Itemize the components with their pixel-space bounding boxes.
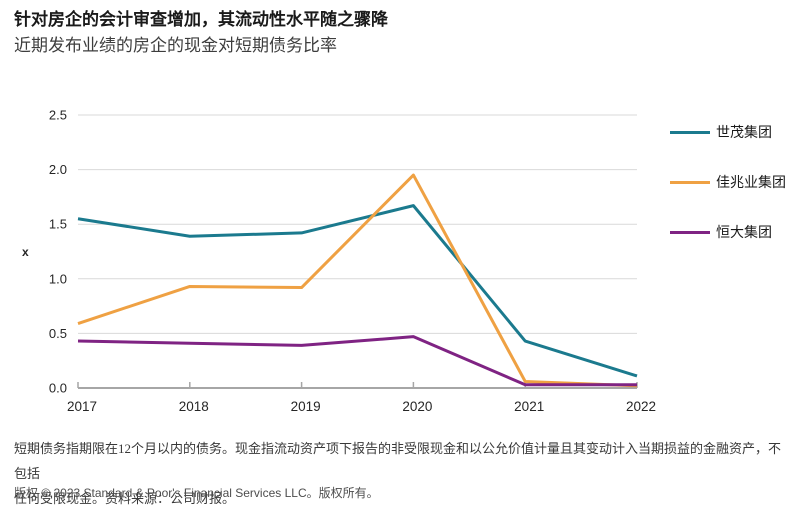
liquidity-line-chart: x 0.0 0.5 1.0 1.5 2.0 2.5 2017 2018 2019 2020 2021… <box>22 108 656 415</box>
legend-line-swatch <box>670 230 710 234</box>
legend-line-swatch <box>670 180 710 184</box>
legend-item-kaisa: 佳兆业集团 <box>670 172 798 192</box>
legend-label: 恒大集团 <box>716 224 772 240</box>
copyright: 版权 © 2023 Standard & Poor's Financial Se… <box>14 486 379 500</box>
legend-line-swatch <box>670 130 710 134</box>
legend-label: 佳兆业集团 <box>716 174 786 190</box>
series-line <box>77 204 638 378</box>
page-title: 针对房企的会计审查增加，其流动性水平随之骤降 <box>14 10 388 29</box>
y-tick-label: 2.0 <box>49 162 67 177</box>
x-tick-label: 2022 <box>626 399 656 414</box>
footnote-line: 短期债务指期限在12个月以内的债务。现金指流动资产项下报告的非受限现金和以公允价… <box>14 441 782 481</box>
series-line <box>77 173 638 388</box>
y-axis-label: x <box>22 245 29 259</box>
y-tick-label: 1.0 <box>49 271 67 286</box>
x-tick-label: 2020 <box>402 399 432 414</box>
legend-item-evergrande: 恒大集团 <box>670 222 798 242</box>
series-line <box>77 335 637 387</box>
y-tick-label: 0.0 <box>49 381 67 396</box>
y-tick-label: 0.5 <box>49 326 67 341</box>
legend-item-shimao: 世茂集团 <box>670 122 798 142</box>
x-tick-label: 2018 <box>179 399 209 414</box>
legend-label: 世茂集团 <box>716 124 772 140</box>
chart-subtitle: 近期发布业绩的房企的现金对短期债务比率 <box>14 36 337 55</box>
x-tick-label: 2019 <box>291 399 321 414</box>
y-tick-label: 2.5 <box>49 108 67 123</box>
footnote: 短期债务指期限在12个月以内的债务。现金指流动资产项下报告的非受限现金和以公允价… <box>14 436 792 511</box>
chart-area: x 0.0 0.5 1.0 1.5 2.0 2.5 2017 2018 2019 2020 2021… <box>0 90 800 430</box>
x-tick-label: 2021 <box>514 399 544 414</box>
chart-legend: 世茂集团 佳兆业集团 恒大集团 <box>670 122 798 272</box>
y-tick-label: 1.5 <box>49 217 67 232</box>
x-tick-label: 2017 <box>67 399 97 414</box>
footnote-line: 任何受限现金。资料来源：公司财报。 <box>14 491 236 506</box>
